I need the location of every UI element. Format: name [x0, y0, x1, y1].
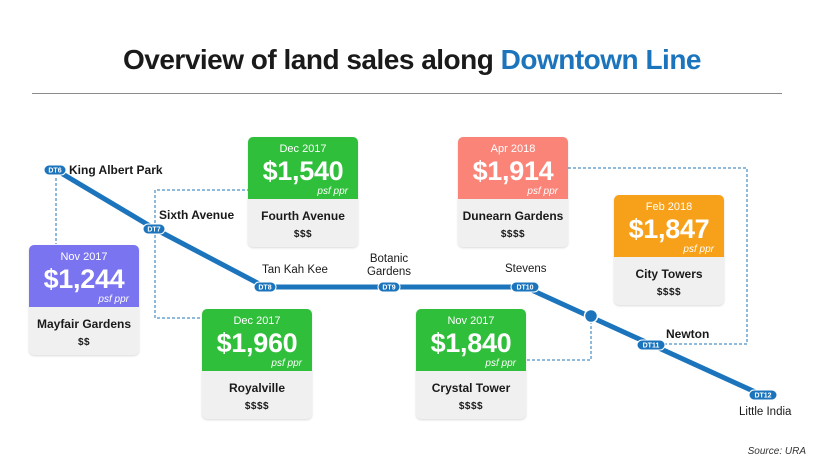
page-title: Overview of land sales along Downtown Li… [0, 44, 824, 76]
card-name: Mayfair Gardens [36, 317, 132, 331]
station-code-dt7: DT7 [147, 227, 160, 234]
card-header: Dec 2017 $1,960 psf ppr [202, 309, 312, 371]
title-highlight: Downtown Line [500, 44, 702, 75]
station-label-stevens: Stevens [505, 263, 547, 275]
card-date: Dec 2017 [279, 143, 327, 155]
card-tier: $$$$ [244, 401, 270, 412]
title-divider [32, 93, 782, 94]
card-unit: psf ppr [317, 186, 348, 197]
card-header: Dec 2017 $1,540 psf ppr [248, 137, 358, 199]
station-pill-dt12: DT12 [748, 389, 778, 401]
card-tier: $$ [77, 337, 91, 348]
card-tier: $$$ [293, 229, 313, 240]
card-date: Dec 2017 [233, 315, 281, 327]
card-header: Apr 2018 $1,914 psf ppr [458, 137, 568, 199]
card-date: Apr 2018 [490, 143, 536, 155]
sale-card-crystal-tower: Nov 2017 $1,840 psf ppr Crystal Tower $$… [416, 309, 526, 419]
card-name: Dunearn Gardens [462, 209, 564, 223]
station-code-dt6: DT6 [48, 168, 61, 175]
station-code-dt10: DT10 [516, 285, 533, 292]
station-code-dt9: DT9 [382, 285, 395, 292]
card-unit: psf ppr [683, 244, 714, 255]
card-price: $1,847 [628, 214, 710, 244]
station-pill-dt6: DT6 [43, 164, 67, 176]
station-dot [583, 308, 599, 324]
station-label-botanic-gardens: Botanic Gardens [364, 253, 414, 279]
station-label-botanic-line2: Gardens [366, 266, 412, 278]
card-price: $1,840 [430, 328, 512, 358]
card-date: Feb 2018 [645, 201, 693, 213]
card-price: $1,244 [43, 264, 125, 294]
card-name: Crystal Tower [431, 381, 511, 395]
sale-card-city-towers: Feb 2018 $1,847 psf ppr City Towers $$$$ [614, 195, 724, 305]
source-note: Source: URA [747, 446, 806, 457]
station-label-newton: Newton [666, 327, 710, 341]
card-unit: psf ppr [527, 186, 558, 197]
card-name: Fourth Avenue [261, 209, 345, 223]
card-tier: $$$$ [500, 229, 526, 240]
station-label-king-albert-park: King Albert Park [69, 163, 163, 177]
card-date: Nov 2017 [60, 251, 108, 263]
card-name: City Towers [635, 267, 703, 281]
card-unit: psf ppr [271, 358, 302, 369]
connector-dt7-fourth [154, 189, 248, 228]
card-price: $1,914 [472, 156, 554, 186]
card-tier: $$$$ [656, 287, 682, 298]
card-unit: psf ppr [485, 358, 516, 369]
station-code-dt12: DT12 [754, 393, 771, 400]
card-header: Nov 2017 $1,840 psf ppr [416, 309, 526, 371]
station-pill-dt7: DT7 [142, 223, 166, 235]
card-price: $1,540 [262, 156, 344, 186]
station-pill-dt8: DT8 [253, 281, 277, 293]
sale-card-fourth-avenue: Dec 2017 $1,540 psf ppr Fourth Avenue $$… [248, 137, 358, 247]
station-pill-dt9: DT9 [377, 281, 401, 293]
card-name: Royalville [228, 381, 286, 395]
sale-card-dunearn-gardens: Apr 2018 $1,914 psf ppr Dunearn Gardens … [458, 137, 568, 247]
station-pill-dt10: DT10 [510, 281, 540, 293]
connector-dt7-royalville [154, 235, 202, 319]
title-main: Overview of land sales along [123, 44, 494, 75]
card-header: Feb 2018 $1,847 psf ppr [614, 195, 724, 257]
connector-crystal [527, 319, 592, 361]
station-code-dt8: DT8 [258, 285, 271, 292]
connector-lines [55, 167, 748, 361]
station-label-botanic-line1: Botanic [369, 253, 409, 265]
station-pill-dt11: DT11 [636, 339, 666, 351]
connector-newton-dunearn [568, 167, 748, 345]
station-label-tan-kah-kee: Tan Kah Kee [262, 264, 328, 276]
card-tier: $$$$ [458, 401, 484, 412]
station-label-little-india: Little India [739, 406, 792, 418]
card-price: $1,960 [216, 328, 298, 358]
card-unit: psf ppr [98, 294, 129, 305]
sale-card-mayfair-gardens: Nov 2017 $1,244 psf ppr Mayfair Gardens … [29, 245, 139, 355]
card-date: Nov 2017 [447, 315, 495, 327]
station-code-dt11: DT11 [643, 343, 660, 350]
sale-card-royalville: Dec 2017 $1,960 psf ppr Royalville $$$$ [202, 309, 312, 419]
station-label-sixth-avenue: Sixth Avenue [159, 208, 235, 222]
card-header: Nov 2017 $1,244 psf ppr [29, 245, 139, 307]
